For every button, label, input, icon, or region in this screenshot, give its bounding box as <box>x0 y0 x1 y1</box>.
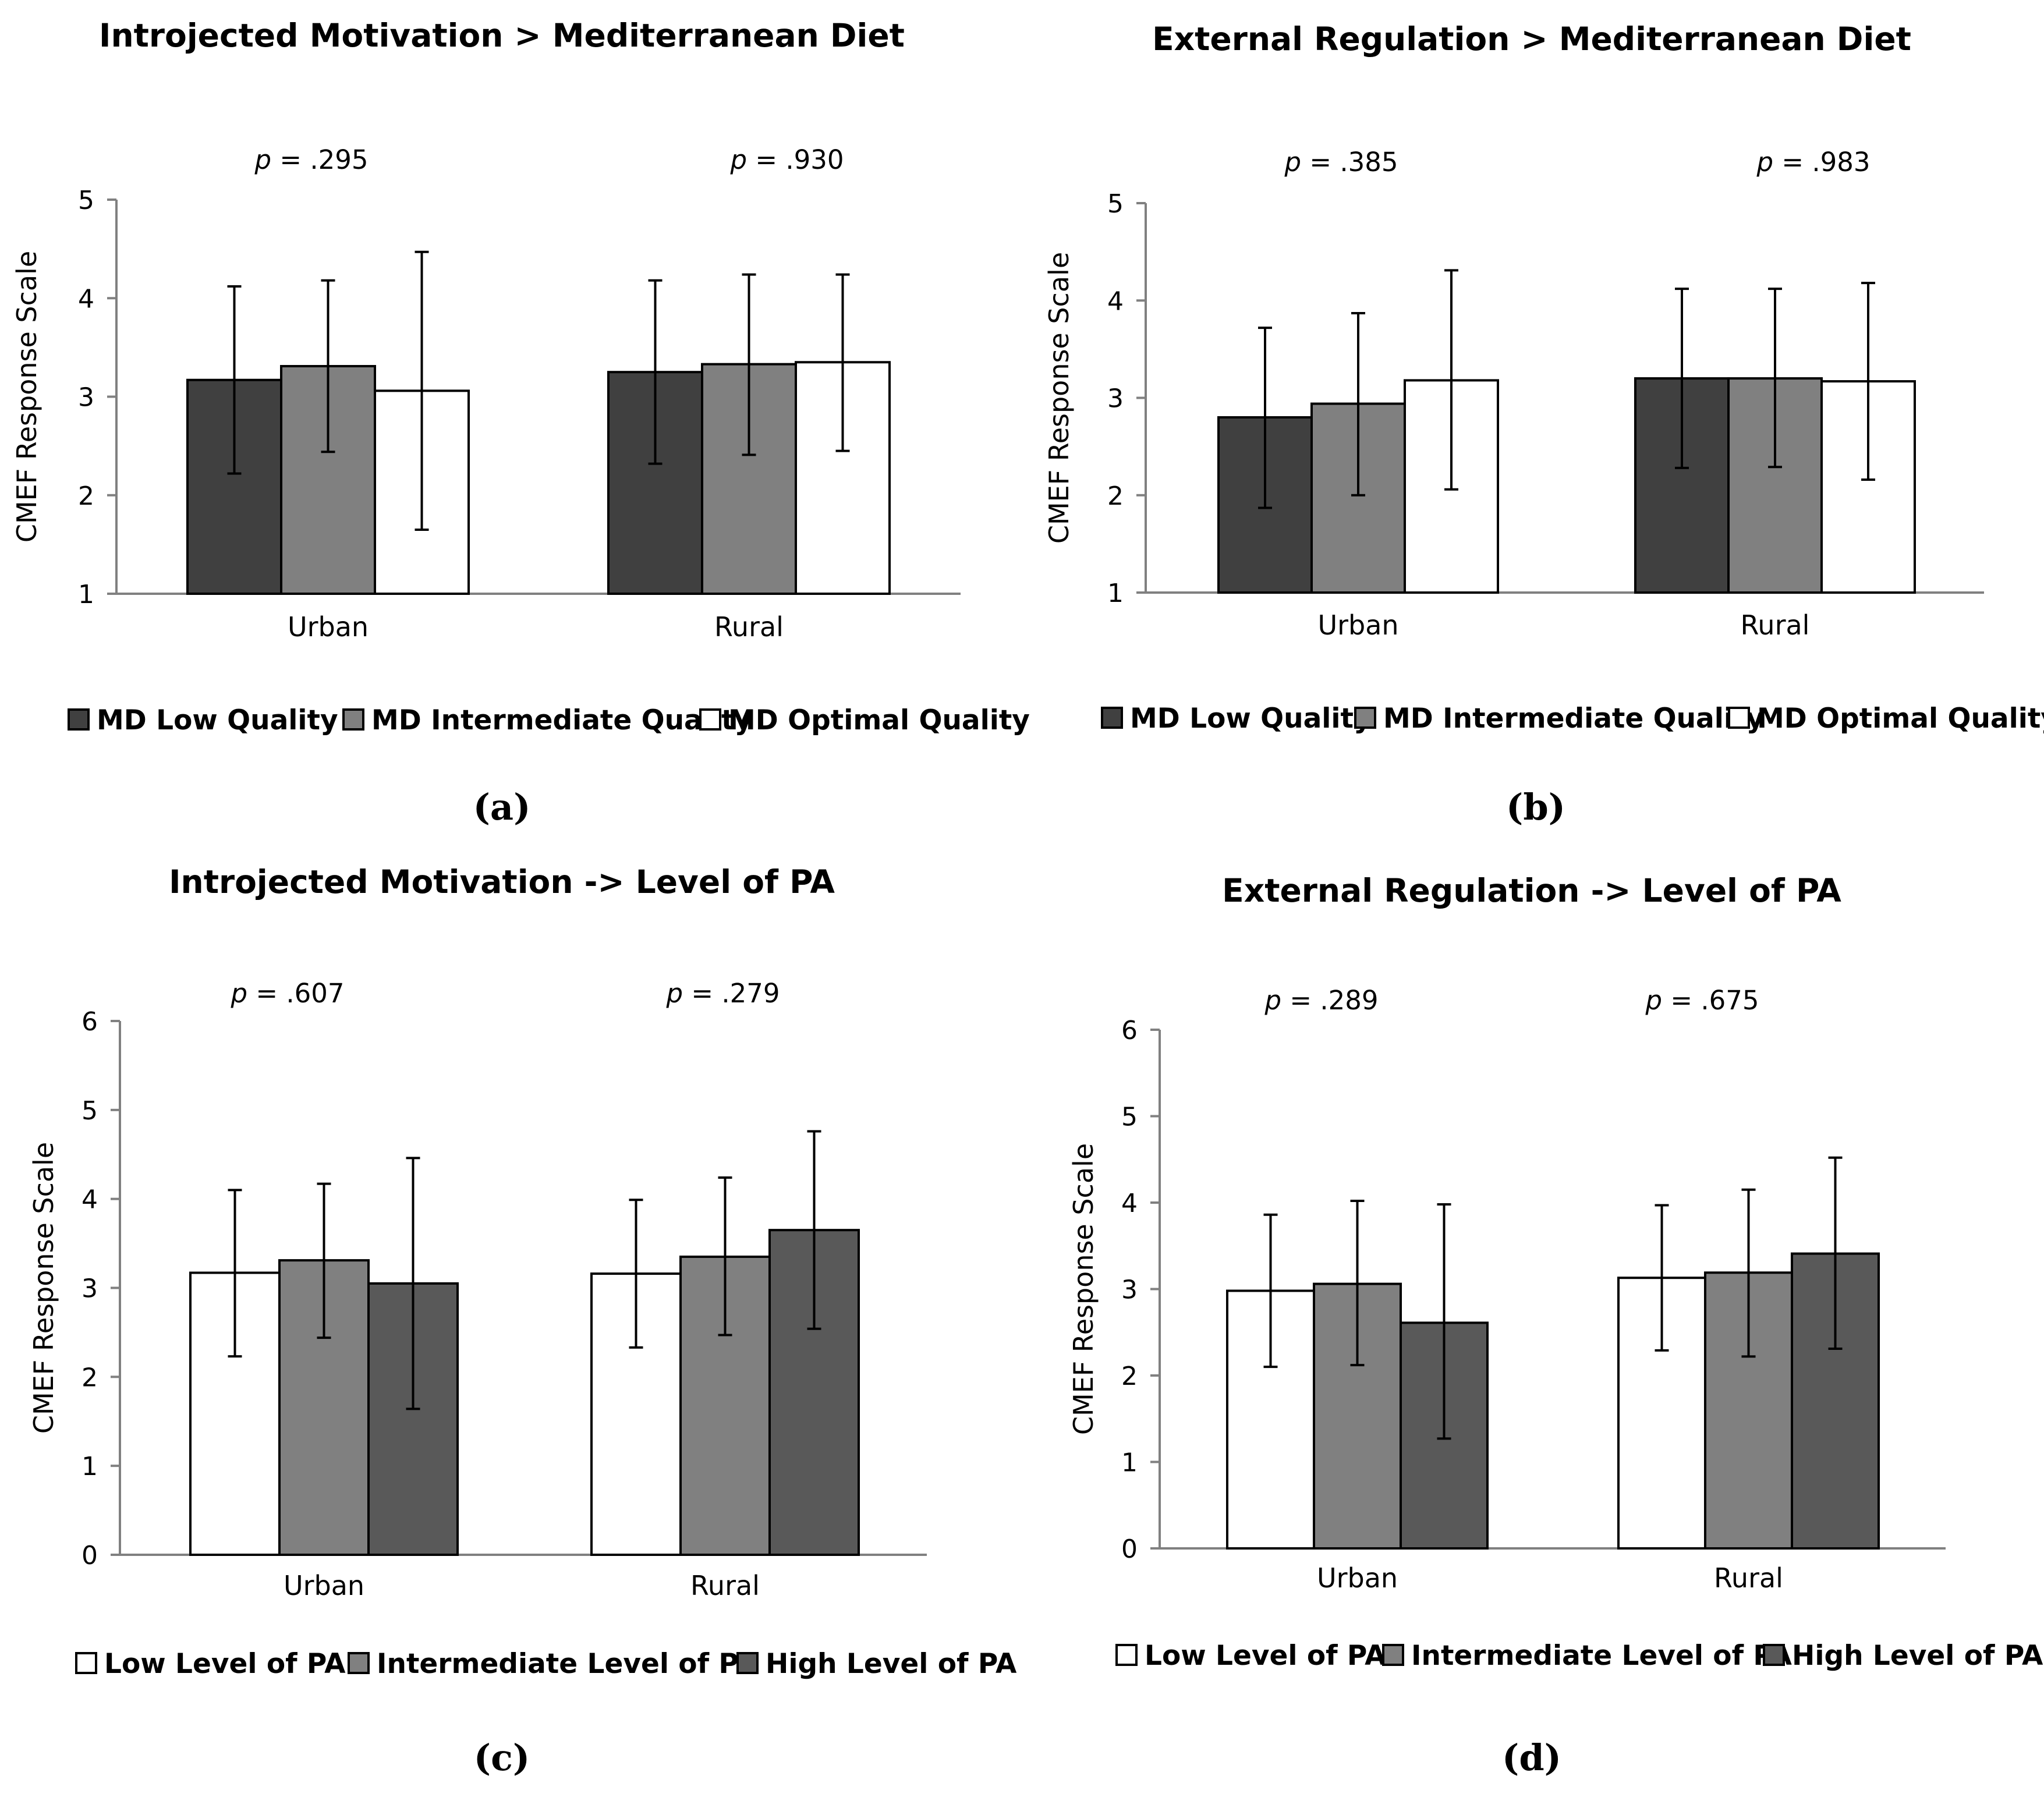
y-tick-label: 4 <box>1107 286 1124 316</box>
y-tick-label: 2 <box>1121 1362 1138 1391</box>
panel-caption: (d) <box>1502 1736 1561 1779</box>
legend-swatch <box>1382 1644 1404 1666</box>
y-tick-label: 1 <box>78 580 94 609</box>
category-label: Rural <box>1714 1562 1783 1594</box>
p-value-annotation: p = .675 <box>1645 985 1759 1016</box>
legend-swatch <box>736 1652 759 1674</box>
panel-caption: (c) <box>474 1736 530 1779</box>
y-tick-label: 2 <box>78 481 94 511</box>
p-value-symbol: p <box>1264 985 1281 1016</box>
p-value-annotation: p = .385 <box>1284 147 1398 178</box>
p-value-text: = .983 <box>1773 147 1871 178</box>
y-tick-label: 1 <box>82 1452 98 1481</box>
legend-label: Low Level of PA <box>1145 1640 1386 1672</box>
panel-caption: (b) <box>1506 786 1565 828</box>
p-value-annotation: p = .607 <box>230 978 344 1009</box>
y-tick-label: 2 <box>82 1363 98 1392</box>
y-tick-label: 0 <box>82 1541 98 1571</box>
y-tick-label: 3 <box>1121 1275 1138 1305</box>
y-tick-label: 3 <box>82 1274 98 1304</box>
category-label: Rural <box>714 611 784 643</box>
legend-label: MD Intermediate Quality <box>371 704 752 736</box>
category-label: Urban <box>284 1570 364 1601</box>
chart-panel-0: Introjected Motivation > Mediterranean D… <box>11 17 1030 828</box>
chart-title: Introjected Motivation -> Level of PA <box>169 863 835 901</box>
legend-label: MD Optimal Quality <box>1757 703 2044 735</box>
y-tick-label: 0 <box>1121 1534 1138 1564</box>
y-tick-label: 4 <box>78 284 94 314</box>
legend-swatch <box>1763 1644 1785 1666</box>
y-tick-label: 4 <box>82 1185 98 1215</box>
p-value-symbol: p <box>1284 147 1301 178</box>
category-label: Urban <box>288 611 369 643</box>
y-tick-label: 6 <box>82 1007 98 1037</box>
category-label: Urban <box>1317 1562 1398 1594</box>
p-value-text: = .279 <box>683 978 780 1009</box>
legend-swatch <box>1728 707 1750 729</box>
p-value-annotation: p = .289 <box>1264 985 1378 1016</box>
legend-swatch <box>75 1652 97 1674</box>
category-label: Urban <box>1317 609 1398 641</box>
legend-swatch <box>1354 707 1376 729</box>
legend-swatch <box>68 708 90 731</box>
legend-swatch <box>348 1652 370 1674</box>
legend-label: High Level of PA <box>766 1648 1017 1680</box>
p-value-symbol: p <box>230 978 247 1009</box>
category-label: Rural <box>690 1570 760 1601</box>
legend-label: High Level of PA <box>1792 1640 2043 1672</box>
p-value-text: = .289 <box>1281 985 1379 1016</box>
y-tick-label: 5 <box>1107 189 1124 219</box>
p-value-annotation: p = .930 <box>729 144 844 175</box>
legend-label: MD Optimal Quality <box>728 704 1030 736</box>
legend-label: Intermediate Level of PA <box>1411 1640 1793 1672</box>
p-value-text: = .607 <box>247 978 345 1009</box>
y-tick-label: 2 <box>1107 481 1124 511</box>
bar <box>701 363 797 595</box>
chart-title: Introjected Motivation > Mediterranean D… <box>99 17 905 54</box>
chart-panel-2: Introjected Motivation -> Level of PA CME… <box>28 863 1017 1779</box>
y-tick-label: 5 <box>78 186 94 215</box>
p-value-symbol: p <box>665 978 683 1009</box>
p-value-symbol: p <box>729 144 747 175</box>
y-axis-label: CMEF Response Scale <box>28 1142 59 1434</box>
legend-label: MD Intermediate Quality <box>1383 703 1764 735</box>
p-value-text: = .930 <box>747 144 844 175</box>
chart-panel-1: External Regulation > Mediterranean Diet… <box>1043 20 2044 828</box>
chart-title: External Regulation -> Level of PA <box>1222 872 1841 909</box>
legend-label: MD Low Quality <box>1130 703 1372 735</box>
legend-swatch <box>342 708 364 731</box>
y-axis-label: CMEF Response Scale <box>11 251 42 543</box>
p-value-text: = .385 <box>1301 147 1398 178</box>
chart-title: External Regulation > Mediterranean Diet <box>1152 20 1911 58</box>
p-value-symbol: p <box>1756 147 1773 178</box>
legend-swatch <box>1115 1644 1138 1666</box>
p-value-annotation: p = .295 <box>254 144 368 175</box>
y-tick-label: 3 <box>1107 384 1124 414</box>
p-value-annotation: p = .983 <box>1756 147 1870 178</box>
y-tick-label: 5 <box>82 1096 98 1126</box>
y-tick-label: 1 <box>1121 1448 1138 1478</box>
legend-swatch <box>1101 707 1123 729</box>
y-tick-label: 6 <box>1121 1016 1138 1045</box>
p-value-annotation: p = .279 <box>665 978 780 1009</box>
legend-swatch <box>699 708 721 731</box>
y-axis-label: CMEF Response Scale <box>1043 252 1075 544</box>
p-value-symbol: p <box>1645 985 1662 1016</box>
category-label: Rural <box>1741 609 1810 641</box>
legend-label: MD Low Quality <box>97 704 338 736</box>
p-value-text: = .295 <box>271 144 369 175</box>
y-tick-label: 3 <box>78 383 94 413</box>
panel-caption: (a) <box>473 786 531 828</box>
p-value-text: = .675 <box>1662 985 1759 1016</box>
p-value-symbol: p <box>254 144 271 175</box>
legend-label: Intermediate Level of PA <box>377 1648 758 1680</box>
chart-panel-3: External Regulation -> Level of PA CMEF R… <box>1068 872 2043 1779</box>
y-axis-label: CMEF Response Scale <box>1068 1143 1099 1435</box>
legend-label: Low Level of PA <box>104 1648 346 1680</box>
y-tick-label: 5 <box>1121 1102 1138 1132</box>
y-tick-label: 4 <box>1121 1189 1138 1218</box>
y-tick-label: 1 <box>1107 579 1124 608</box>
